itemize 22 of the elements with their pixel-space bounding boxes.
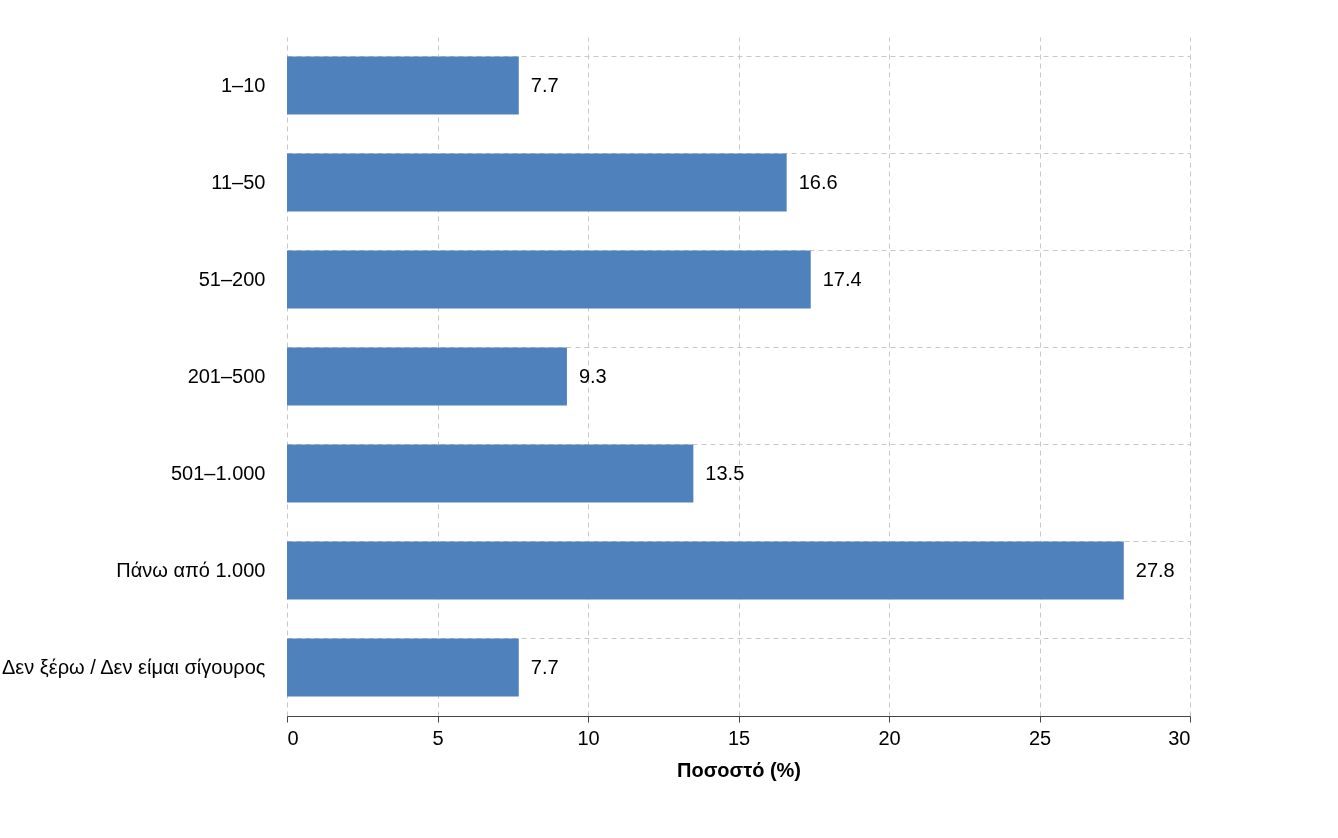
x-tick-label: 25 [1028, 726, 1052, 749]
y-tick-label: 1–10 [221, 73, 266, 96]
y-tick-label: Δεν ξέρω / Δεν είμαι σίγουρος [1, 655, 266, 678]
data-label: 7.7 [530, 655, 559, 678]
y-tick-label: 201–500 [187, 364, 266, 387]
y-tick-label: 11–50 [211, 170, 266, 193]
data-label: 9.3 [578, 364, 607, 387]
x-axis-title: Ποσοστό (%) [676, 758, 802, 781]
x-tick-label: 10 [577, 726, 600, 749]
x-tick-label: 0 [287, 726, 299, 749]
x-tick-label: 20 [878, 726, 901, 749]
x-tick-label: 5 [432, 726, 444, 749]
y-tick-label: 501–1.000 [170, 461, 266, 484]
y-tick-label: Πάνω από 1.000 [116, 558, 266, 581]
data-label: 27.8 [1135, 558, 1175, 581]
data-label: 13.5 [705, 461, 745, 484]
data-label: 16.6 [798, 170, 838, 193]
y-tick-label: 51–200 [198, 267, 266, 290]
x-tick-label: 30 [1168, 726, 1191, 749]
data-label: 7.7 [530, 73, 559, 96]
x-tick-label: 15 [727, 726, 751, 749]
data-label: 17.4 [822, 267, 862, 290]
